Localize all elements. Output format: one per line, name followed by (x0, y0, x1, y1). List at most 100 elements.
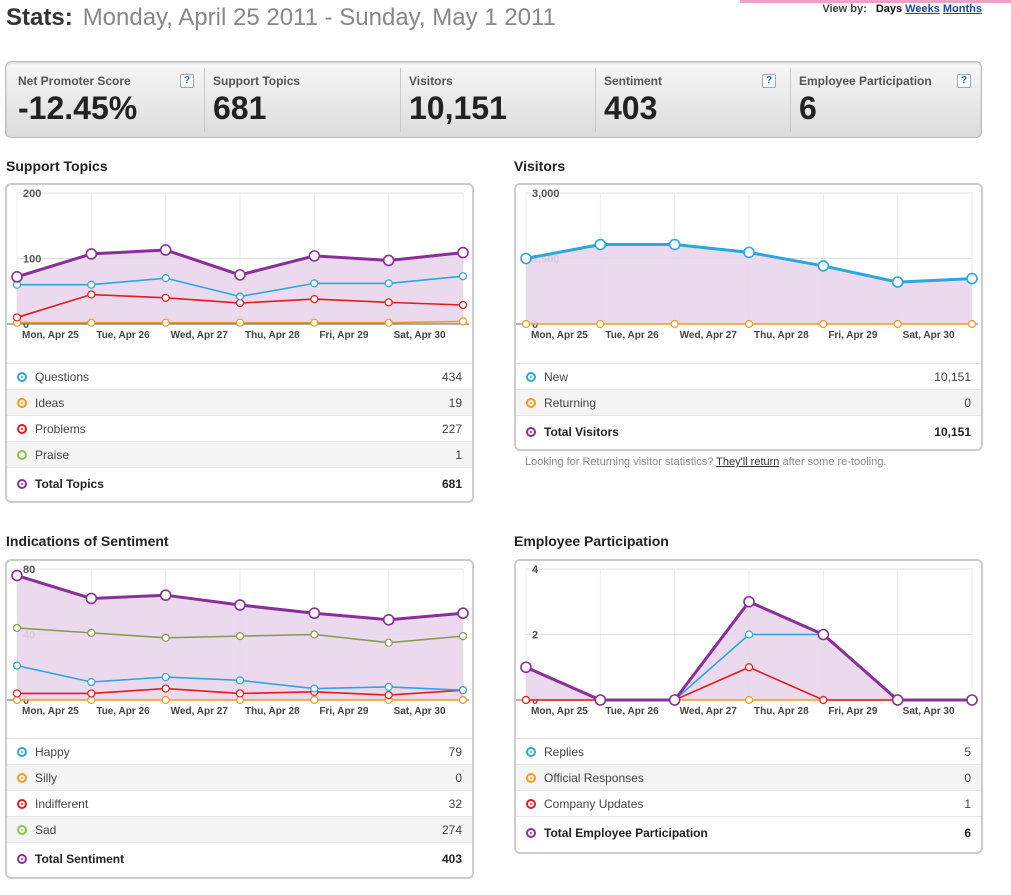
data-point (458, 632, 468, 641)
data-point (87, 318, 96, 327)
data-point (308, 250, 321, 262)
employee-participation-title: Employee Participation (514, 533, 669, 549)
x-tick-label: Tue, Apr 26 (605, 330, 659, 341)
legend-value: 1 (964, 796, 971, 811)
view-weeks-link[interactable]: Weeks (905, 3, 940, 15)
legend-row-new: New 10,151 (516, 363, 981, 389)
header-decoration (740, 0, 1011, 3)
help-icon[interactable]: ? (957, 74, 971, 88)
legend-value: 0 (964, 395, 971, 410)
view-months-link[interactable]: Months (942, 3, 982, 15)
returning-visitors-note: Looking for Returning visitor statistics… (525, 456, 886, 468)
legend-value: 19 (448, 395, 462, 410)
data-point (668, 238, 681, 251)
help-icon[interactable]: ? (762, 74, 776, 88)
data-point (384, 690, 393, 700)
legend-row-questions: Questions 434 (7, 363, 472, 389)
legend-value: 79 (448, 744, 462, 759)
legend-name: Returning (544, 395, 597, 410)
data-point (594, 694, 607, 706)
x-tick-label: Wed, Apr 27 (680, 330, 738, 341)
data-point (382, 613, 395, 626)
legend-value: 274 (441, 822, 462, 837)
x-tick-label: Mon, Apr 25 (22, 330, 79, 341)
series-area-fill (17, 249, 463, 324)
legend-name: Total Topics (35, 476, 104, 491)
data-point (817, 260, 830, 272)
x-tick-label: Sat, Apr 30 (394, 706, 446, 717)
legend-value: 681 (441, 476, 462, 491)
stat-value: 6 (799, 90, 817, 126)
data-point (744, 695, 754, 705)
x-tick-label: Thu, Apr 28 (754, 330, 809, 341)
data-point (159, 589, 172, 602)
data-point (87, 677, 96, 687)
y-tick-label: 0 (23, 695, 29, 707)
data-point (457, 246, 469, 259)
data-point (384, 318, 393, 327)
legend-row-ideas: Ideas 19 (7, 389, 472, 415)
y-tick-label: 2 (532, 630, 538, 642)
legend-value: 434 (441, 369, 462, 384)
data-point (87, 689, 96, 698)
support-topics-title: Support Topics (6, 158, 108, 174)
legend-name: Total Sentiment (35, 851, 125, 866)
stat-label: Employee Participation (799, 74, 932, 88)
data-point (12, 661, 22, 670)
total-dot-icon (17, 478, 27, 489)
data-point (458, 317, 468, 326)
summary-bar: Net Promoter Score -12.45% ? Support Top… (5, 61, 982, 138)
legend-row-sad: Sad 274 (7, 816, 472, 842)
legend-row-company-updates: Company Updates 1 (516, 790, 981, 816)
date-range: Monday, April 25 2011 - Sunday, May 1 20… (82, 4, 556, 31)
data-point (819, 319, 828, 329)
data-point (12, 623, 22, 633)
y-tick-label: 4 (532, 564, 539, 576)
series-area-fill (526, 601, 972, 700)
data-point (521, 695, 531, 705)
legend-name: Ideas (35, 395, 65, 410)
data-point (12, 313, 22, 322)
data-point (161, 274, 170, 283)
legend-value: 10,151 (934, 424, 971, 439)
legend-value: 5 (964, 744, 971, 759)
help-icon[interactable]: ? (180, 74, 194, 88)
data-point (235, 292, 245, 301)
data-point (310, 295, 319, 304)
stat-value: -12.45% (18, 90, 138, 126)
data-point (744, 663, 754, 672)
data-point (382, 254, 395, 267)
legend-row-total: Total Sentiment 403 (7, 842, 472, 874)
x-tick-label: Wed, Apr 27 (680, 706, 738, 717)
legend-name: Problems (35, 421, 86, 436)
note-text-end: after some re-tooling. (782, 456, 887, 468)
theyll-return-link[interactable]: They'll return (716, 456, 780, 468)
stat-sentiment: Sentiment 403 ? (595, 68, 789, 132)
view-days-option[interactable]: Days (875, 3, 903, 15)
data-point (308, 607, 321, 620)
data-point (235, 632, 245, 641)
legend-row-total: Total Employee Participation 6 (516, 816, 981, 848)
data-point (458, 686, 468, 695)
employee-legend: Replies 5 Official Responses 0 Company Upd… (516, 738, 981, 848)
data-point (234, 269, 246, 281)
legend-name: Happy (35, 744, 70, 759)
x-tick-label: Tue, Apr 26 (96, 330, 150, 341)
legend-row-praise: Praise 1 (7, 441, 472, 467)
data-point (161, 633, 170, 642)
data-point (235, 676, 245, 685)
data-point (235, 689, 245, 698)
stat-net-promoter-score: Net Promoter Score -12.45% ? (10, 68, 202, 132)
data-point (744, 319, 754, 329)
legend-name: Questions (35, 369, 90, 384)
legend-name: Total Visitors (544, 424, 619, 439)
legend-row-returning: Returning 0 (516, 389, 981, 415)
data-point (384, 279, 393, 288)
data-point (310, 684, 319, 693)
questions-dot-icon (17, 371, 27, 382)
official-responses-dot-icon (526, 772, 536, 783)
data-point (817, 628, 830, 641)
